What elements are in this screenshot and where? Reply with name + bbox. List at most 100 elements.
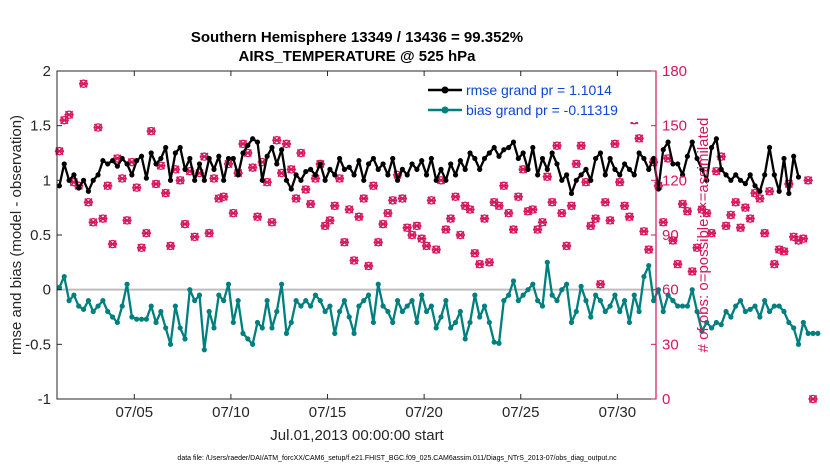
rmse-point (332, 172, 338, 178)
obs-assimilated-point (595, 280, 606, 289)
obs-assimilated-point (141, 229, 151, 238)
bias-point (114, 319, 120, 326)
rmse-point (206, 155, 212, 162)
bias-point (491, 339, 497, 345)
y2-tick-label: 30 (662, 336, 679, 353)
obs-assimilated-point (755, 194, 765, 203)
rmse-point (689, 139, 695, 145)
bias-point (274, 308, 280, 315)
obs-assimilated-point (272, 136, 282, 145)
rmse-point (134, 158, 140, 164)
x-axis-label: Jul.01,2013 00:00:00 start (270, 427, 444, 444)
rmse-point (394, 177, 401, 183)
rmse-point (641, 155, 647, 162)
bias-point (655, 287, 662, 293)
obs-assimilated-point (769, 259, 779, 269)
obs-assimilated-point (668, 236, 678, 245)
bias-point (670, 298, 676, 304)
bias-point (742, 308, 748, 315)
rmse-point (515, 155, 521, 162)
rmse-point (655, 186, 662, 192)
rmse-point (699, 166, 705, 172)
rmse-point (535, 172, 541, 178)
bias-point (641, 273, 647, 280)
rmse-point (312, 172, 319, 178)
obs-assimilated-point (426, 196, 436, 205)
rmse-point (612, 166, 618, 172)
obs-assimilated-point (479, 214, 490, 223)
obs-assimilated-point (494, 201, 504, 211)
rmse-point (433, 177, 439, 183)
rmse-point (293, 172, 299, 178)
rmse-point (264, 153, 270, 159)
bias-point (496, 340, 502, 346)
obs-assimilated-point (513, 192, 523, 201)
rmse-point (737, 177, 744, 183)
rmse-point (90, 177, 96, 183)
legend-bias-label: bias grand pr = -0.11319 (466, 102, 618, 118)
rmse-point (762, 172, 768, 178)
bias-point (771, 303, 777, 309)
rmse-point (467, 150, 473, 156)
bias-point (356, 303, 362, 309)
obs-assimilated-point (639, 227, 649, 236)
bias-point (438, 314, 444, 320)
y-tick-label: 2 (43, 63, 51, 80)
bias-point (196, 292, 203, 298)
x-tick-label: 07/25 (502, 404, 540, 421)
x-tick-label: 07/20 (405, 404, 443, 421)
bias-point (583, 298, 589, 304)
bias-point (728, 314, 734, 320)
obs-assimilated-point (721, 221, 731, 231)
bias-point (776, 303, 782, 309)
bias-point (679, 303, 686, 309)
bias-point (269, 325, 275, 331)
chart-title-line-1: Southern Hemisphere 13349 / 13436 = 99.3… (191, 29, 523, 46)
rmse-point (626, 166, 633, 172)
rmse-point (530, 144, 536, 151)
bias-point (568, 319, 575, 326)
rmse-point (163, 144, 169, 151)
rmse-point (462, 166, 468, 172)
y-tick-label: 1.5 (30, 118, 51, 135)
bias-point (211, 325, 217, 331)
rmse-point (390, 155, 396, 162)
rmse-point (221, 177, 227, 183)
rmse-point (167, 177, 174, 183)
bias-point (535, 298, 541, 304)
bias-point (578, 283, 584, 289)
bias-point (815, 330, 821, 336)
bias-point (486, 319, 492, 326)
bias-point (177, 325, 183, 331)
bias-point (597, 298, 604, 304)
rmse-point (549, 150, 555, 156)
y2-tick-label: 0 (662, 391, 670, 408)
obs-assimilated-point (402, 223, 412, 232)
obs-assimilated-point (450, 192, 461, 201)
rmse-point (216, 153, 222, 159)
obs-assimilated-point (175, 176, 185, 185)
rmse-point (283, 177, 290, 183)
bias-point (380, 303, 386, 309)
bias-point (515, 298, 521, 304)
y-tick-label: -1 (38, 391, 51, 408)
bias-point (593, 292, 599, 298)
rmse-point (341, 166, 348, 172)
bias-point (56, 284, 63, 291)
bias-point (303, 298, 309, 304)
bias-point (259, 325, 265, 331)
rmse-point (718, 166, 724, 172)
bias-point (134, 316, 140, 322)
obs-assimilated-point (286, 165, 296, 174)
obs-assimilated-point (301, 185, 311, 194)
bias-point (361, 298, 367, 304)
chart-title-line-2: AIRS_TEMPERATURE @ 525 hPa (239, 48, 477, 65)
obs-assimilated-point (306, 199, 316, 209)
rmse-point (317, 161, 323, 167)
obs-assimilated-point (267, 218, 277, 227)
bias-point (409, 298, 415, 304)
bias-point (80, 306, 87, 312)
bias-point (626, 319, 633, 326)
rmse-point (385, 172, 391, 178)
rmse-point (631, 172, 637, 178)
